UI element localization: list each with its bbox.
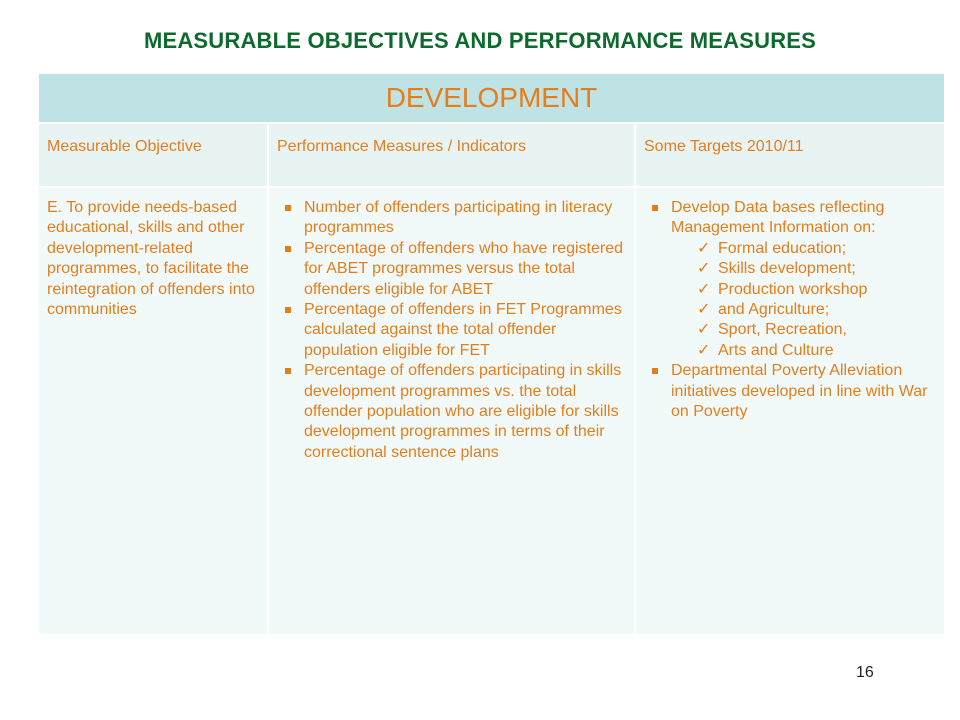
content-row: E. To provide needs-based educational, s… [39,186,944,634]
header-row: Measurable Objective Performance Measure… [39,122,944,186]
measure-item: Percentage of offenders participating in… [277,361,626,463]
target-subitem-text: Sport, Recreation, [718,321,847,339]
section-band: DEVELOPMENT [39,74,944,122]
objectives-table: DEVELOPMENT Measurable Objective Perform… [39,74,944,634]
target-subitem: ✓ and Agriculture; [695,300,936,320]
target-sublist: ✓ Formal education; ✓ Skills development; … [671,239,936,361]
checkmark-icon: ✓ [697,280,711,298]
target-subitem: ✓ Skills development; [695,259,936,279]
header-measures: Performance Measures / Indicators [267,124,634,186]
measure-item: Number of offenders participating in lit… [277,198,626,239]
checkmark-icon: ✓ [697,341,711,359]
target-subitem-text: Production workshop [718,280,868,298]
page-number: 16 [856,664,874,681]
target-item-text: Develop Data bases reflecting Management… [671,199,885,237]
measures-cell: Number of offenders participating in lit… [267,188,634,634]
objective-cell: E. To provide needs-based educational, s… [39,188,267,634]
target-subitem-text: Formal education; [718,239,847,257]
slide-title: MEASURABLE OBJECTIVES AND PERFORMANCE ME… [143,28,817,53]
target-subitem-text: Skills development; [718,260,856,278]
target-subitem-text: and Agriculture; [718,301,830,319]
checkmark-icon: ✓ [697,301,711,319]
target-subitem: ✓ Production workshop [695,280,936,300]
target-subitem: ✓ Formal education; [695,239,936,259]
measure-item: Percentage of offenders who have registe… [277,239,626,300]
target-subitem: ✓ Sport, Recreation, [695,320,936,340]
section-title: DEVELOPMENT [385,82,598,113]
targets-cell: Develop Data bases reflecting Management… [634,188,944,634]
targets-list: Develop Data bases reflecting Management… [644,198,936,422]
measure-item: Percentage of offenders in FET Programme… [277,300,626,361]
target-item: Departmental Poverty Alleviation initiat… [644,361,936,422]
checkmark-icon: ✓ [697,239,711,257]
target-subitem: ✓ Arts and Culture [695,341,936,361]
measures-list: Number of offenders participating in lit… [277,198,626,463]
header-objective: Measurable Objective [47,138,202,155]
objective-text: E. To provide needs-based educational, s… [47,199,255,319]
target-item: Develop Data bases reflecting Management… [644,198,936,361]
target-subitem-text: Arts and Culture [718,341,834,359]
header-targets: Some Targets 2010/11 [634,124,944,186]
checkmark-icon: ✓ [697,321,711,339]
checkmark-icon: ✓ [697,260,711,278]
